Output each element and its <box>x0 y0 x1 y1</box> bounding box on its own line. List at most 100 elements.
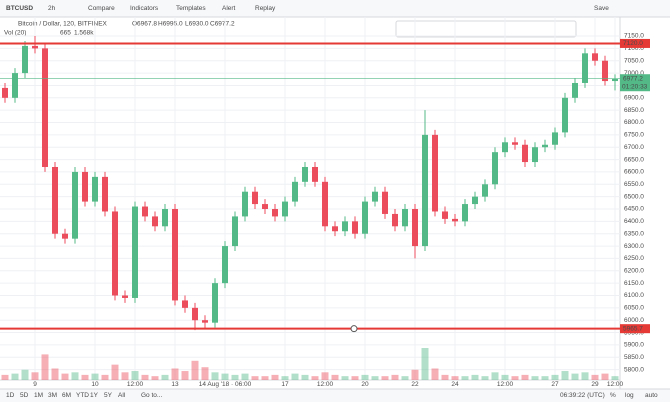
line-handle[interactable] <box>350 325 358 333</box>
toolbar-button[interactable]: Templates <box>176 5 206 12</box>
candle-body <box>82 171 88 202</box>
toolbar-button[interactable]: Alert <box>222 5 236 12</box>
candle-body <box>502 142 508 153</box>
save-button[interactable]: Save <box>594 5 609 12</box>
volume-bar <box>211 372 219 380</box>
legend-ohlc: H6995.0 <box>158 21 183 28</box>
candle-body <box>22 45 28 74</box>
candle-body <box>242 191 248 217</box>
candle-body <box>212 283 218 323</box>
candle-body <box>192 307 198 321</box>
candle-body <box>442 211 448 219</box>
candle-body <box>522 144 528 163</box>
candle-body <box>422 134 428 247</box>
candle-body <box>612 78 618 82</box>
range-button[interactable]: All <box>118 392 126 399</box>
x-tick-label: 13 <box>171 381 179 388</box>
x-tick-label: 29 <box>591 381 599 388</box>
candle-body <box>392 213 398 227</box>
volume-bar <box>541 376 549 380</box>
y-tick-label: 6900.0 <box>624 95 644 102</box>
candle-body <box>202 320 208 323</box>
x-tick-label: 24 <box>451 381 459 388</box>
candle-body <box>32 45 38 49</box>
volume-bar <box>21 369 29 380</box>
toolbar-button[interactable]: Indicators <box>130 5 159 12</box>
y-tick-label: 5850.0 <box>624 354 644 361</box>
x-tick-label: 9 <box>33 381 37 388</box>
y-tick-label: 6750.0 <box>624 132 644 139</box>
range-button[interactable]: 3M <box>48 392 57 399</box>
volume-bar <box>481 376 489 380</box>
y-tick-label: 5800.0 <box>624 366 644 373</box>
y-tick-label: 6500.0 <box>624 193 644 200</box>
candle-body <box>472 196 478 205</box>
volume-bar <box>101 374 109 380</box>
range-button[interactable]: 1D <box>6 392 15 399</box>
candle-body <box>282 201 288 217</box>
goto-button[interactable]: Go to... <box>141 392 163 399</box>
volume-bar <box>341 376 349 380</box>
candle-body <box>102 176 108 212</box>
candle-body <box>132 206 138 298</box>
x-tick-label: 17 <box>281 381 289 388</box>
candle-body <box>42 48 48 167</box>
candle-body <box>312 166 318 182</box>
toolbar <box>0 0 670 17</box>
x-tick-label: 12:00 <box>317 381 334 388</box>
scale-option[interactable]: log <box>625 392 634 399</box>
volume-bar <box>41 354 49 380</box>
countdown: 01:20:33 <box>622 83 648 90</box>
drawing-toolbar[interactable] <box>395 20 577 38</box>
candle-body <box>552 132 558 145</box>
volume-bar <box>351 376 359 380</box>
x-tick-label: 27 <box>551 381 559 388</box>
range-button[interactable]: 5Y <box>104 392 113 399</box>
candle-body <box>332 226 338 232</box>
volume-bar <box>141 374 149 380</box>
volume-bar <box>411 369 419 380</box>
volume-bar <box>181 371 189 380</box>
candle-body <box>302 166 308 182</box>
volume-bar <box>441 374 449 380</box>
symbol[interactable]: BTCUSD <box>6 5 33 12</box>
candle-body <box>162 209 168 227</box>
candle-body <box>482 184 488 197</box>
range-button[interactable]: 6M <box>62 392 71 399</box>
legend-volume: 665 <box>60 30 71 37</box>
volume-bar <box>61 373 69 380</box>
volume-bar <box>241 373 249 380</box>
toolbar-button[interactable]: Compare <box>88 5 115 12</box>
x-tick-label: 12:00 <box>127 381 144 388</box>
range-button[interactable]: 1Y <box>90 392 99 399</box>
range-button[interactable]: 5D <box>20 392 29 399</box>
candle-body <box>362 201 368 234</box>
y-tick-label: 6800.0 <box>624 119 644 126</box>
scale-option[interactable]: auto <box>645 392 658 399</box>
volume-bar <box>131 371 139 380</box>
candle-body <box>402 209 408 227</box>
y-tick-label: 6550.0 <box>624 181 644 188</box>
scale-option[interactable]: % <box>610 392 616 399</box>
y-tick-label: 6150.0 <box>624 280 644 287</box>
x-tick-label: 22 <box>411 381 419 388</box>
volume-bar <box>511 376 519 380</box>
candle-body <box>352 221 358 234</box>
candle-body <box>602 60 608 82</box>
range-button[interactable]: YTD <box>76 392 89 399</box>
volume-bar <box>161 374 169 380</box>
y-tick-label: 7050.0 <box>624 57 644 64</box>
volume-bar <box>231 374 239 380</box>
range-button[interactable]: 1M <box>34 392 43 399</box>
interval[interactable]: 2h <box>48 5 56 12</box>
toolbar-button[interactable]: Replay <box>255 5 276 12</box>
legend-ohlc: O6967.8 <box>132 21 157 28</box>
volume-bar <box>81 374 89 380</box>
volume-bar <box>451 376 459 380</box>
candle-body <box>462 204 468 222</box>
volume-bar <box>291 373 299 380</box>
volume-bar <box>421 348 429 380</box>
volume-bar <box>401 376 409 380</box>
candle-body <box>122 295 128 298</box>
